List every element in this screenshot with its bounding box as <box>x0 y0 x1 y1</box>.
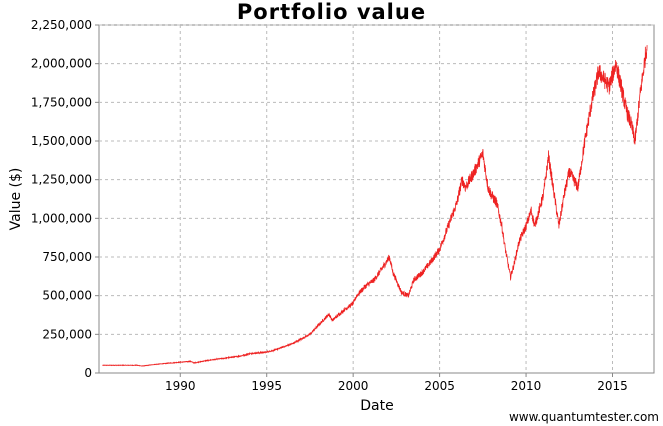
x-tick-label: 2010 <box>511 379 542 393</box>
plot-area <box>98 24 655 374</box>
series-layer <box>102 45 648 367</box>
y-tick-label: 500,000 <box>42 289 92 303</box>
y-tick-label: 250,000 <box>42 327 92 341</box>
x-tick-label: 2015 <box>597 379 628 393</box>
y-tick-label: 2,000,000 <box>31 57 92 71</box>
y-tick-label: 1,500,000 <box>31 134 92 148</box>
grid-lines <box>99 24 654 373</box>
series-line <box>102 45 648 367</box>
y-tick-label: 0 <box>84 366 92 380</box>
y-tick-label: 1,250,000 <box>31 173 92 187</box>
watermark-text: www.quantumtester.com <box>508 410 659 424</box>
y-axis-title: Value ($) <box>8 168 24 231</box>
y-tick-label: 2,250,000 <box>31 18 92 32</box>
x-axis: 1990 1995 2000 2005 2010 2015 <box>165 373 628 393</box>
y-axis: 0 250,000 500,000 750,000 1,000,000 1,250,000… <box>31 18 99 380</box>
x-tick-label: 1995 <box>251 379 282 393</box>
y-tick-label: 1,750,000 <box>31 95 92 109</box>
y-tick-label: 1,000,000 <box>31 211 92 225</box>
y-tick-label: 750,000 <box>42 250 92 264</box>
chart-title: Portfolio value <box>236 0 427 24</box>
x-tick-label: 2005 <box>424 379 455 393</box>
x-axis-title: Date <box>360 398 393 414</box>
x-tick-label: 1990 <box>165 379 196 393</box>
x-tick-label: 2000 <box>338 379 369 393</box>
